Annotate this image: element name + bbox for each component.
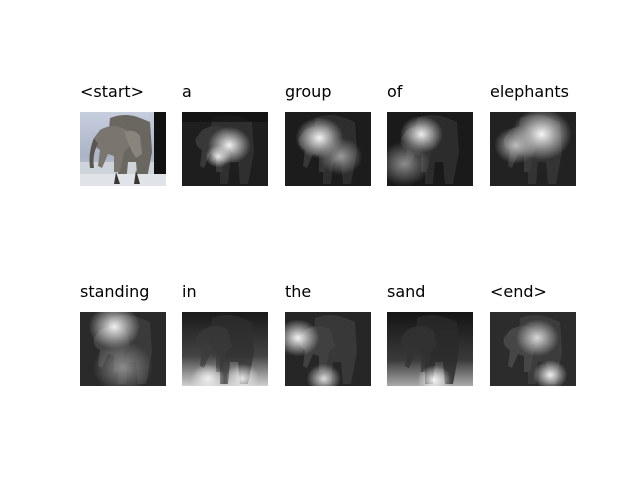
panel-elephants: elephants [490, 100, 576, 186]
word-label: <start> [80, 84, 148, 100]
attention-map [490, 312, 576, 386]
attention-map [387, 312, 473, 386]
word-label: the [285, 284, 315, 300]
attention-map [80, 312, 166, 386]
word-label: sand [387, 284, 429, 300]
panel-end: <end> [490, 300, 576, 386]
word-label: elephants [490, 84, 573, 100]
word-label: standing [80, 284, 153, 300]
attention-map [182, 112, 268, 186]
panel-in: in [182, 300, 268, 386]
panel-group: group [285, 100, 371, 186]
panel-a: a [182, 100, 268, 186]
original-elephant-photo [80, 112, 166, 186]
attention-map [285, 312, 371, 386]
attention-map [490, 112, 576, 186]
word-label: a [182, 84, 196, 100]
attention-map [182, 312, 268, 386]
word-label: <end> [490, 284, 551, 300]
word-label: in [182, 284, 201, 300]
panel-standing: standing [80, 300, 166, 386]
word-label: of [387, 84, 406, 100]
panel-sand: sand [387, 300, 473, 386]
panel-the: the [285, 300, 371, 386]
panel-of: of [387, 100, 473, 186]
word-label: group [285, 84, 335, 100]
attention-map [387, 112, 473, 186]
panel-start: <start> [80, 100, 166, 186]
attention-map [285, 112, 371, 186]
